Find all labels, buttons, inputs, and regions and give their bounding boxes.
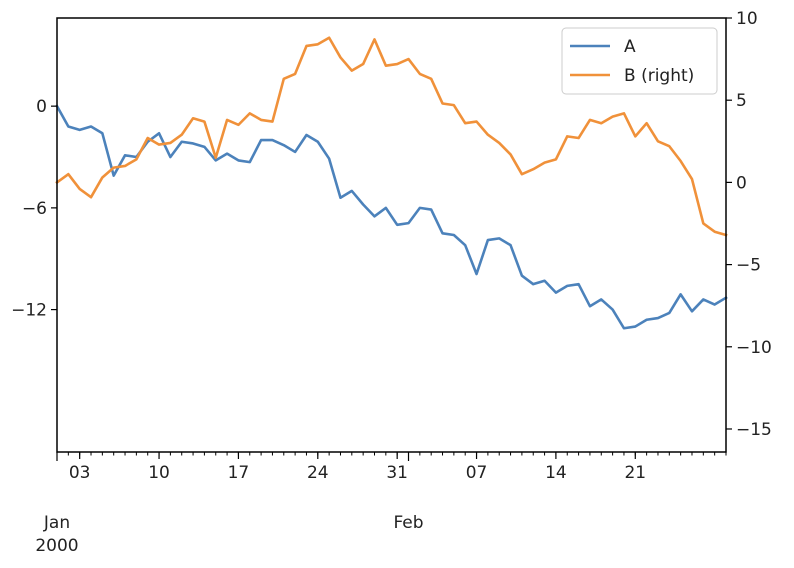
series-line-a (55, 104, 728, 330)
legend-label-b: B (right) (624, 66, 694, 86)
x-tick-label: 03 (69, 463, 91, 483)
legend: A B (right) (561, 27, 718, 95)
legend-box (561, 27, 718, 95)
x-period-label: 2000 (35, 536, 78, 556)
right-y-tick-label: −10 (736, 338, 772, 358)
x-tick-label: 21 (624, 463, 646, 483)
x-tick-label: 10 (148, 463, 170, 483)
series-line-b (55, 36, 728, 237)
right-y-tick-label: 10 (736, 9, 758, 29)
left-y-tick-label: −6 (22, 199, 47, 219)
x-tick-label: 24 (307, 463, 329, 483)
x-tick-label: 07 (466, 463, 488, 483)
x-tick-label: 17 (228, 463, 250, 483)
x-tick-label: 31 (386, 463, 408, 483)
right-y-tick-label: 0 (736, 173, 747, 193)
x-tick-label: 14 (545, 463, 567, 483)
legend-label-a: A (624, 37, 636, 57)
plot-frame (56, 17, 727, 453)
plot-area (55, 36, 728, 330)
right-y-tick-label: −15 (736, 420, 772, 440)
axes: 0 −6 −12 10 5 0 −5 −10 −15 03 10 17 24 31 07 14 21 Jan 200… (11, 9, 772, 556)
x-period-label: Jan (43, 513, 70, 533)
right-y-tick-label: −5 (736, 256, 761, 276)
x-period-label: Feb (393, 513, 423, 533)
left-y-tick-label: −12 (11, 301, 47, 321)
right-y-tick-label: 5 (736, 91, 747, 111)
left-y-tick-label: 0 (36, 97, 47, 117)
